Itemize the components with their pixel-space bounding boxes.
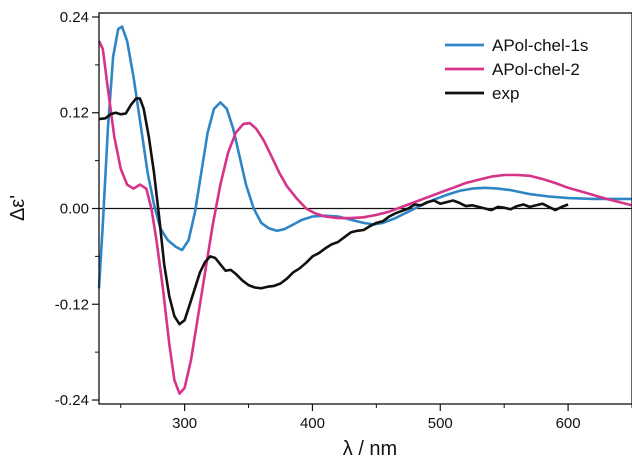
series-line-apol-chel-1s — [97, 25, 632, 289]
y-tick-label: 0.24 — [60, 9, 89, 26]
legend-label: APol-chel-2 — [492, 60, 580, 79]
y-tick-label: 0.12 — [60, 105, 89, 122]
legend-label: exp — [492, 84, 519, 103]
axes: 0.24 0.12 0.00 -0.12 -0.24 300 400 500 600 — [55, 9, 632, 432]
plot-area — [97, 25, 632, 395]
x-axis-title: λ / nm — [343, 438, 397, 460]
legend-label: APol-chel-1s — [492, 36, 588, 55]
x-tick-label: 400 — [300, 415, 325, 432]
y-axis-title: Δε' — [7, 195, 29, 221]
series-line-exp — [98, 97, 569, 326]
y-tick-label: 0.00 — [60, 201, 89, 218]
series-line-apol-chel-2 — [97, 40, 632, 395]
y-tick-label: -0.12 — [55, 296, 89, 313]
y-tick-label: -0.24 — [55, 392, 89, 409]
x-tick-label: 500 — [428, 415, 453, 432]
x-tick-label: 300 — [172, 415, 197, 432]
x-tick-label: 600 — [556, 415, 581, 432]
legend: APol-chel-1s APol-chel-2 exp — [445, 36, 588, 103]
